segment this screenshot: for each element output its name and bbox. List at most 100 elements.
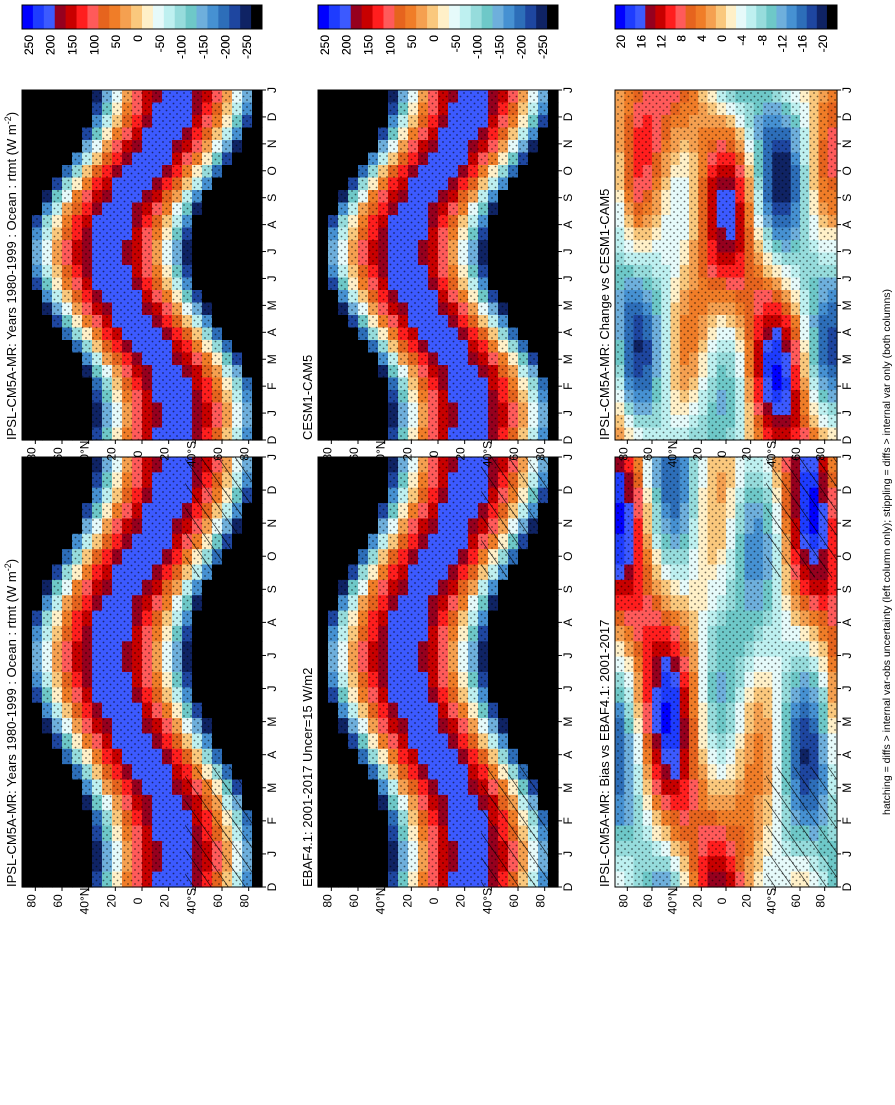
colorbar-label: -8 [755,35,769,46]
colorbar-swatch [736,5,747,29]
colorbar-label: 0 [427,35,441,42]
y-tick-label: 80 [616,447,630,461]
y-tick-label: 80 [616,894,630,908]
colorbar-swatch [796,5,808,29]
colorbar-label: -100 [175,35,189,59]
y-tick-label: 0 [427,897,441,904]
colorbar-label: 20 [614,35,628,49]
x-tick-label: J [265,410,279,416]
hatching-overlay [185,457,262,578]
panel-title-text: IPSL-CM5A-MR: Years 1980-1999 : Ocean : … [4,124,19,440]
x-tick-label: S [840,194,854,202]
colorbar-label: -50 [449,35,463,53]
y-tick-label: 40°N [374,441,388,468]
panel-title-close: ) [4,559,19,563]
panel-title-text: EBAF4.1: 2001-2017 Uncer=15 W/m2 [300,668,315,887]
colorbar-swatch [142,5,154,29]
colorbar-label: 250 [318,35,332,55]
y-tick-label: 60 [51,894,65,908]
x-tick-label: M [840,783,854,793]
x-tick-label: D [561,435,575,444]
colorbar-swatch [185,5,198,29]
colorbar-swatch [65,5,78,29]
x-tick-label: D [561,485,575,494]
colorbar-swatch [665,5,677,29]
x-tick-label: M [561,717,575,727]
colorbar-label: -12 [776,35,790,53]
x-tick-label: J [265,454,279,460]
panel-title: EBAF4.1: 2001-2017 Uncer=15 W/m2 [300,668,315,887]
colorbar-label: 200 [44,35,58,55]
y-tick-label: 0 [427,450,441,457]
stippling-overlay [22,90,262,440]
colorbar-label: 100 [87,35,101,55]
panel-title: IPSL-CM5A-MR: Change vs CESM1-CAM5 [597,189,612,440]
x-tick-label: D [265,435,279,444]
colorbar: 250 200 150 100 50 0 -50 -100 -150 -200 -250 [317,4,559,59]
colorbar-swatch [350,5,363,29]
colorbar-swatch [492,5,504,29]
colorbar-label: 4 [695,35,709,42]
colorbar-swatch [806,5,818,29]
panel-cesm_right: 80 60 40°N 20 0 20 40°S 60 80DJFMAMJJASONDJCESM1… [300,4,575,468]
colorbar-swatch [207,5,219,29]
y-tick-label: 0 [131,450,145,457]
x-tick-label: A [561,618,575,626]
x-tick-label: D [561,112,575,121]
x-tick-label: A [561,221,575,229]
panel-title-close: ) [4,112,19,116]
x-tick-label: J [561,276,575,282]
colorbar-swatch [240,5,252,29]
colorbar-label: 16 [634,35,648,49]
colorbar-swatch [438,5,450,29]
x-tick-label: O [561,166,575,175]
x-tick-label: D [561,882,575,891]
colorbar-label: 50 [405,35,419,49]
y-tick-label: 20 [454,447,468,461]
x-tick-label: A [265,618,279,626]
colorbar-swatch [383,5,395,29]
colorbar-label: -16 [796,35,810,53]
panel-change_right: 80 60 40°N 20 0 20 40°S 60 80DJFMAMJJASONDJIPSL-… [597,4,854,467]
colorbar-label: -4 [735,35,749,46]
y-tick-label: 80 [534,894,548,908]
colorbar-swatch [746,5,757,29]
x-tick-label: S [561,585,575,593]
colorbar-label: 250 [22,35,36,55]
x-tick-label: F [561,817,575,824]
x-tick-label: J [561,410,575,416]
colorbar-label: -50 [153,35,167,53]
x-tick-label: A [840,751,854,759]
x-tick-label: M [265,354,279,364]
colorbar-label: 100 [383,35,397,55]
y-tick-label: 80 [238,447,252,461]
colorbar-swatch [547,5,559,29]
colorbar-label: -50 [449,35,463,53]
colorbar-label: -12 [776,35,790,53]
x-tick-label: J [840,653,854,659]
colorbar-label: -20 [816,35,830,53]
hatching-overlay [765,766,837,887]
colorbar-label: -20 [816,35,830,53]
colorbar-swatch [685,5,697,29]
x-tick-label: J [840,249,854,255]
colorbar-label: 150 [66,35,80,55]
y-tick-label: 20 [158,447,172,461]
colorbar-label: 0 [715,35,729,42]
x-tick-label: F [265,817,279,824]
colorbar-label: -100 [471,35,485,59]
x-tick-label: M [561,783,575,793]
colorbar-label: 16 [634,35,648,49]
y-tick-label: 40°S [184,441,198,467]
x-tick-label: N [265,519,279,528]
colorbar-label: 150 [362,35,376,55]
panel-title-text: CESM1-CAM5 [300,355,315,440]
x-tick-label: F [265,383,279,390]
colorbar-label: 4 [695,35,709,42]
colorbar-swatch [826,5,838,29]
y-tick-label: 40°S [184,888,198,914]
x-tick-label: N [561,519,575,528]
y-tick-label: 40°N [374,888,388,915]
colorbar-swatch [372,5,384,29]
colorbar-label: -100 [471,35,485,59]
